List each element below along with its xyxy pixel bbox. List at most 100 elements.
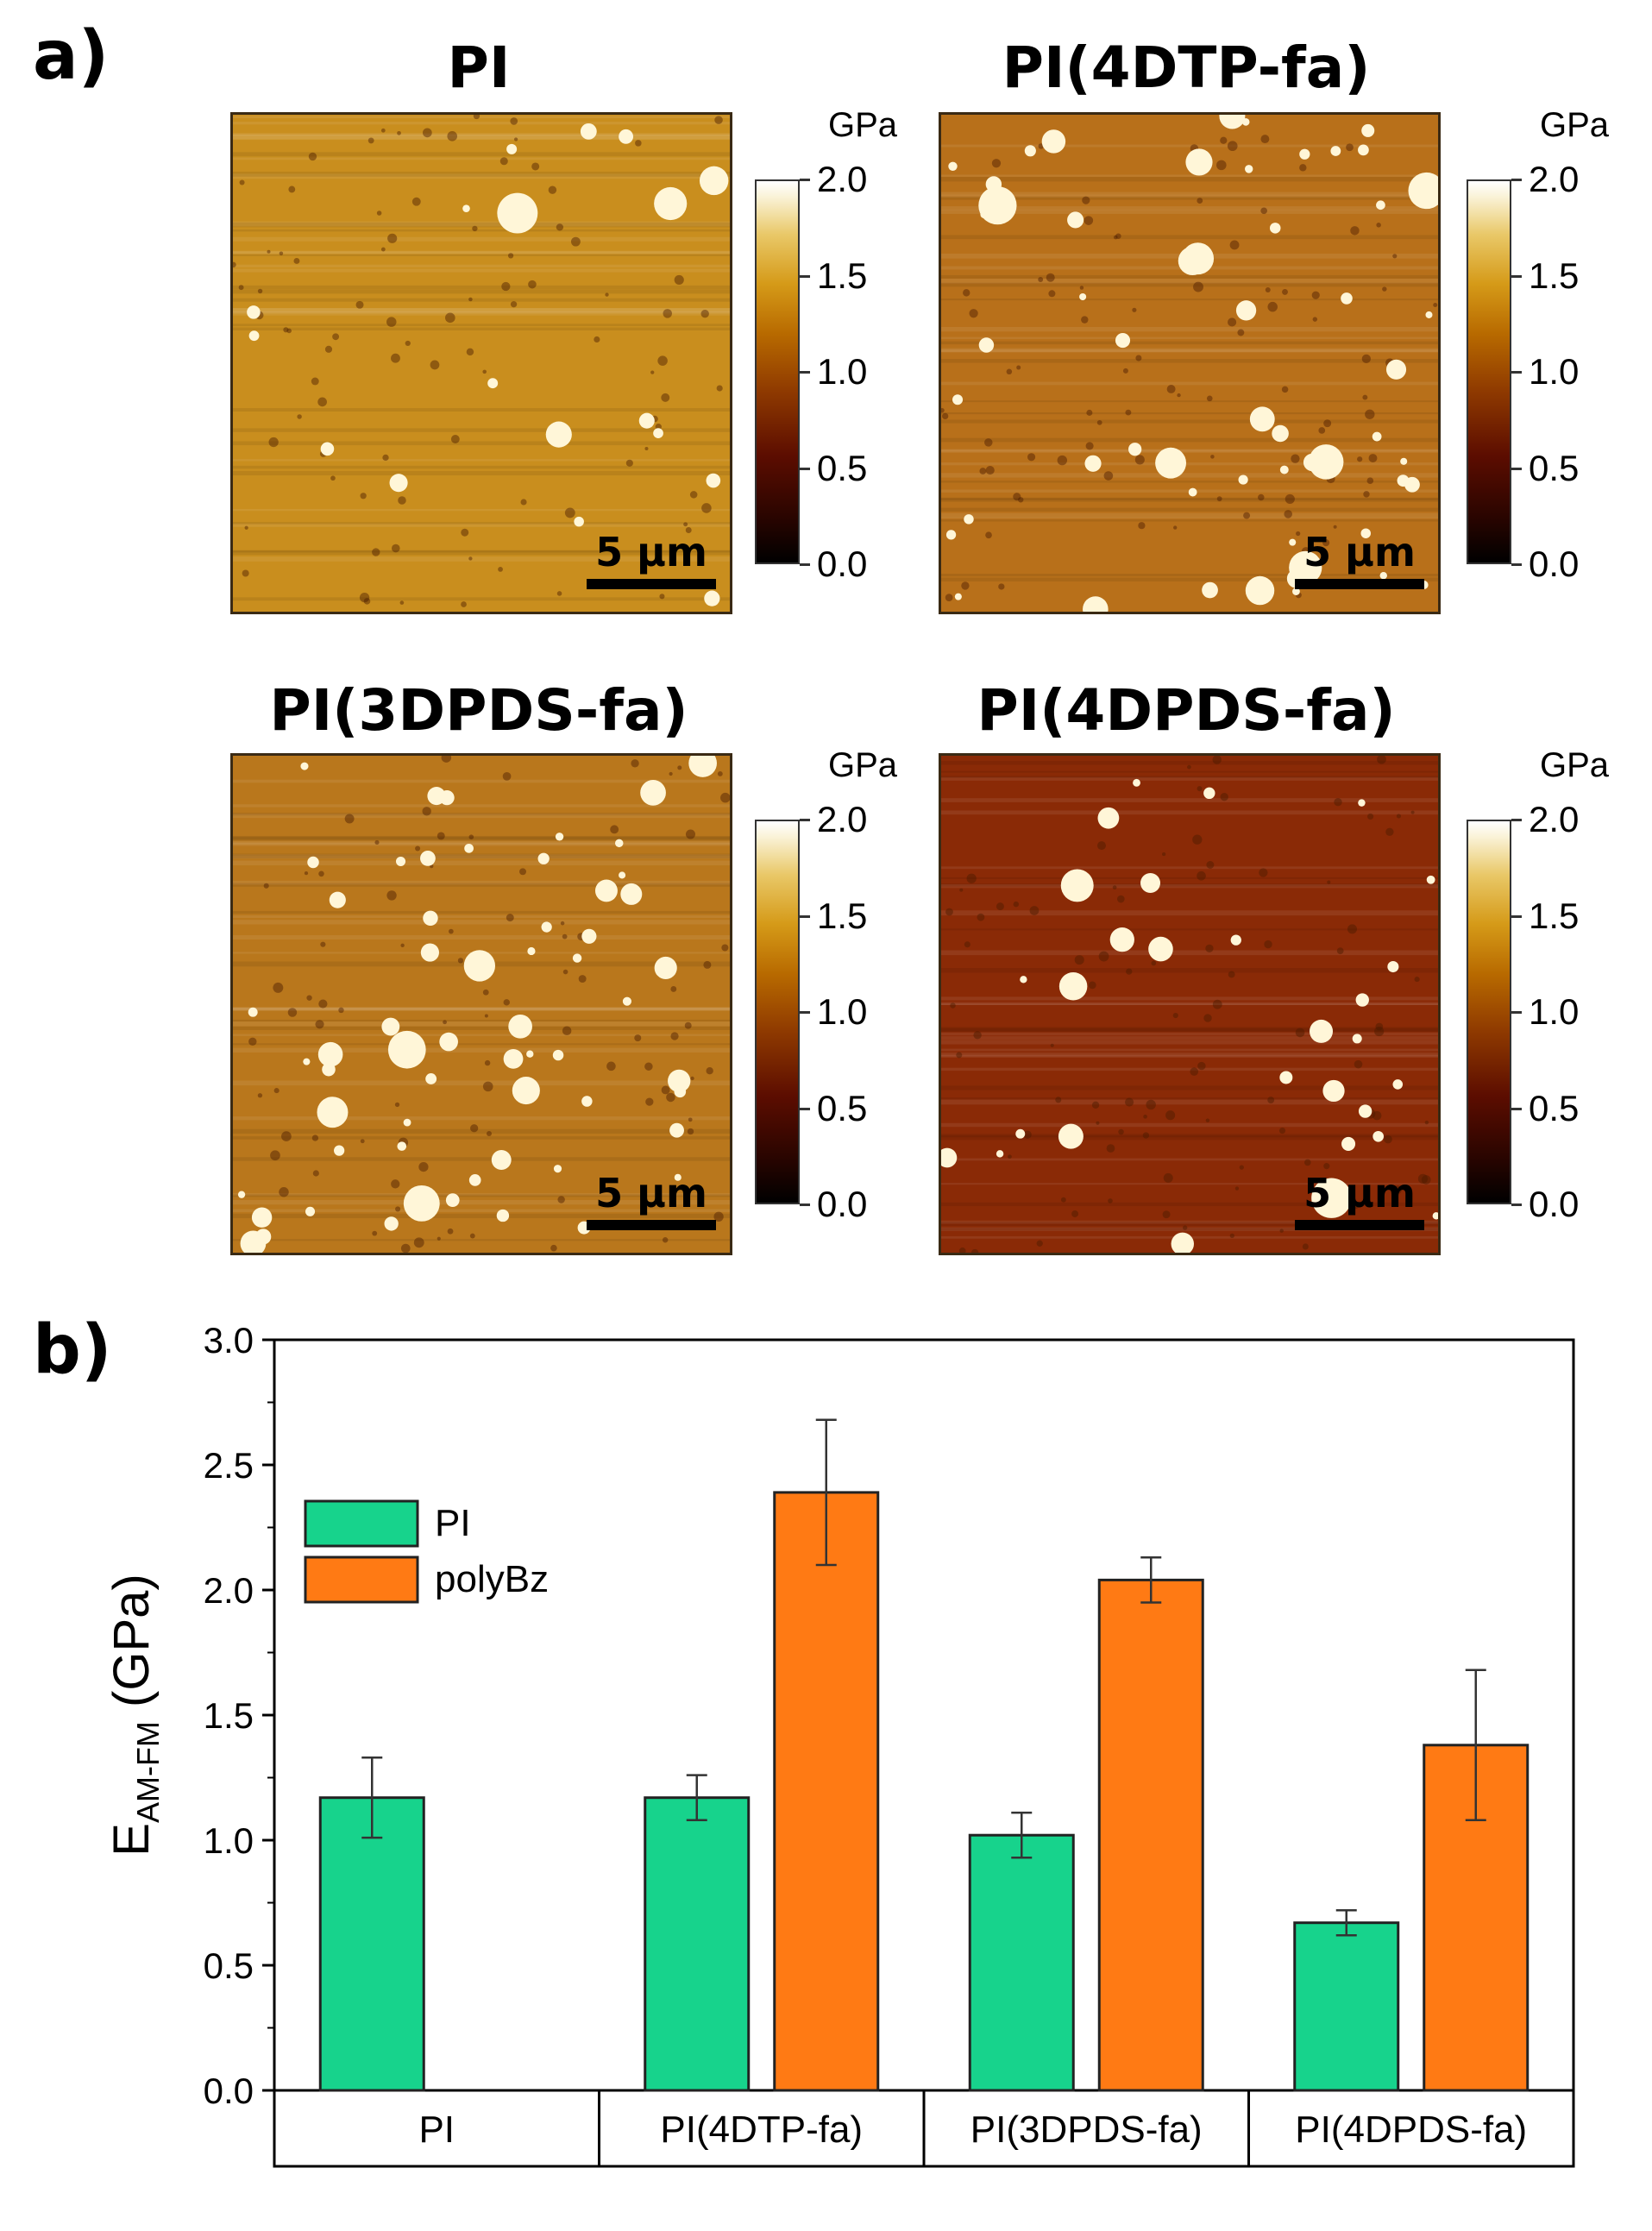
pit xyxy=(661,1085,670,1095)
pit xyxy=(1302,1243,1309,1250)
scan-streak xyxy=(233,307,730,313)
colorbar-tick-label: 2.0 xyxy=(1529,159,1580,199)
bright-domain xyxy=(1041,129,1066,154)
pit xyxy=(1206,395,1213,402)
pit xyxy=(1203,1014,1212,1022)
pit xyxy=(998,583,1005,590)
bright-domain xyxy=(1279,465,1289,474)
scan-streak xyxy=(941,573,1438,577)
scan-streak xyxy=(233,222,730,228)
pit xyxy=(945,908,953,916)
y-tick-label: 3.0 xyxy=(204,1320,254,1361)
afm-map-4dtp: 5 µm xyxy=(939,112,1441,614)
scan-streak xyxy=(233,597,730,601)
pit xyxy=(701,503,712,513)
colorbar-tickmark xyxy=(800,274,810,278)
scan-streak xyxy=(233,1008,730,1011)
pit xyxy=(570,236,581,247)
pit xyxy=(1013,901,1020,908)
bright-domain xyxy=(1148,936,1173,962)
scan-streak xyxy=(941,462,1438,466)
pit xyxy=(1243,512,1251,519)
pit xyxy=(422,807,431,816)
scale-bar-pi xyxy=(587,579,716,589)
scan-streak xyxy=(941,437,1438,443)
pit xyxy=(531,162,540,171)
colorbar-tick-label: 0.0 xyxy=(817,1184,868,1224)
bright-domain xyxy=(425,1073,437,1084)
pit xyxy=(398,496,406,505)
bar-pi-1 xyxy=(644,1796,751,2092)
scan-streak xyxy=(941,412,1438,415)
colorbar-tickmark xyxy=(1511,274,1522,278)
bright-domain xyxy=(463,950,496,982)
scan-streak xyxy=(233,1239,730,1241)
pit xyxy=(1220,136,1228,144)
bright-domain xyxy=(594,879,618,902)
pit xyxy=(1091,1101,1100,1109)
colorbar-tick-label: 1.5 xyxy=(817,255,868,296)
pit xyxy=(359,592,370,603)
pit xyxy=(1267,301,1278,312)
pit xyxy=(242,569,249,577)
pit xyxy=(1375,1022,1384,1031)
colorbar-tickmark xyxy=(1511,1107,1522,1110)
pit xyxy=(635,140,642,147)
pit xyxy=(1237,329,1245,336)
colorbar-tickmark xyxy=(800,914,810,918)
bar-polybz-1 xyxy=(773,1491,880,2092)
scan-streak xyxy=(233,1007,730,1011)
pit xyxy=(1177,393,1181,398)
pit xyxy=(985,466,995,475)
pit xyxy=(557,1196,565,1203)
pit xyxy=(1197,198,1203,204)
pit xyxy=(689,491,698,499)
pit xyxy=(469,1233,475,1239)
scan-streak xyxy=(941,1002,1438,1005)
pit xyxy=(288,185,296,193)
pit xyxy=(1259,868,1268,877)
pit xyxy=(1260,207,1267,215)
pit xyxy=(562,933,568,940)
bright-domain xyxy=(322,1062,336,1077)
pit xyxy=(1265,287,1271,292)
pit xyxy=(1260,135,1270,144)
bright-domain xyxy=(381,1017,400,1036)
colorbar xyxy=(755,820,800,1204)
bright-domain xyxy=(954,593,962,600)
scan-streak xyxy=(941,419,1438,424)
bright-domain xyxy=(317,1041,343,1067)
bright-domain xyxy=(1115,333,1131,349)
pit xyxy=(1346,143,1354,152)
colorbar-unit: GPa xyxy=(828,746,898,784)
bright-domain xyxy=(978,337,995,353)
pit xyxy=(1281,386,1289,393)
scale-label-pi: 5 µm xyxy=(595,529,707,575)
pit xyxy=(1074,955,1084,965)
pit xyxy=(644,1062,653,1071)
colorbar-tickmark xyxy=(800,1011,810,1014)
pit xyxy=(360,1139,365,1144)
scale-bar-3dpds xyxy=(587,1220,716,1230)
bright-domain xyxy=(1303,453,1322,472)
pit xyxy=(1322,539,1330,547)
pit xyxy=(984,438,993,447)
bright-domain xyxy=(251,1207,273,1228)
pit xyxy=(507,253,514,259)
bright-domain xyxy=(1140,873,1161,893)
map-background xyxy=(233,756,730,1253)
pit xyxy=(713,1211,724,1222)
scan-streak xyxy=(233,1019,730,1022)
bright-domain xyxy=(439,1032,458,1052)
pit xyxy=(422,128,432,138)
pit xyxy=(318,999,328,1009)
pit xyxy=(720,792,730,803)
scan-streak xyxy=(233,883,730,887)
pit xyxy=(677,765,682,770)
pit xyxy=(1125,1097,1134,1107)
pit xyxy=(445,312,455,324)
pit xyxy=(1115,233,1121,239)
pit xyxy=(304,871,309,876)
pit xyxy=(1151,960,1157,966)
scan-streak xyxy=(941,358,1438,363)
